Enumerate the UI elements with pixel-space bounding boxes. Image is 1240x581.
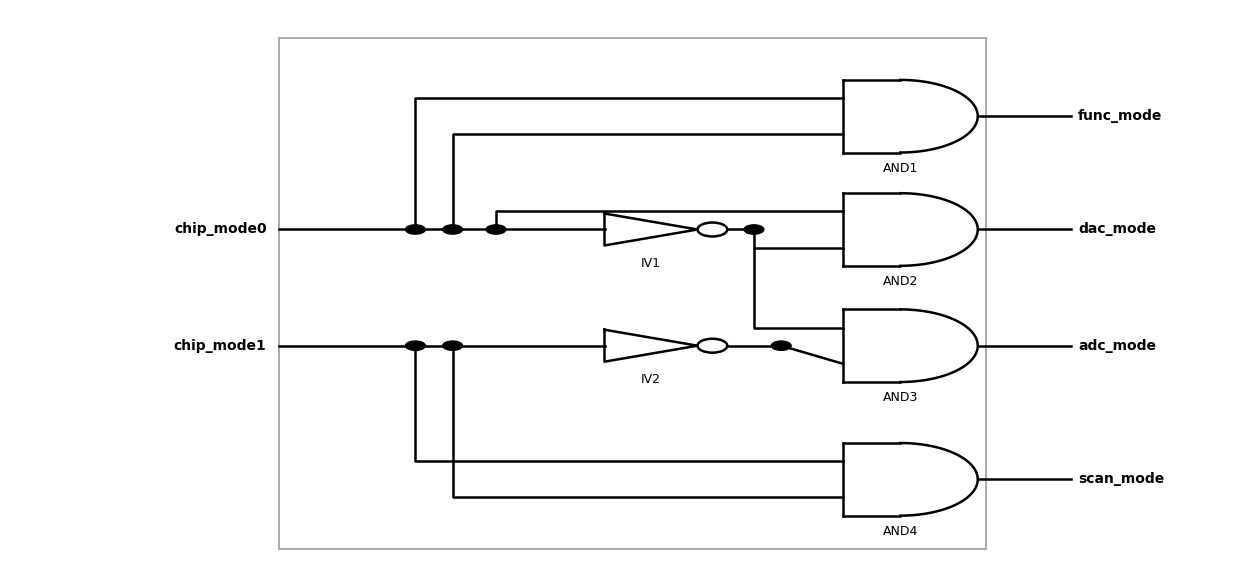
Circle shape bbox=[486, 225, 506, 234]
Text: dac_mode: dac_mode bbox=[1079, 223, 1156, 236]
Circle shape bbox=[405, 225, 425, 234]
Text: func_mode: func_mode bbox=[1079, 109, 1163, 123]
Circle shape bbox=[744, 225, 764, 234]
Text: chip_mode1: chip_mode1 bbox=[174, 339, 267, 353]
Text: chip_mode0: chip_mode0 bbox=[174, 223, 267, 236]
Text: scan_mode: scan_mode bbox=[1079, 472, 1164, 486]
Circle shape bbox=[771, 341, 791, 350]
Circle shape bbox=[443, 341, 463, 350]
Text: IV1: IV1 bbox=[641, 257, 661, 270]
Circle shape bbox=[405, 341, 425, 350]
Text: AND1: AND1 bbox=[883, 162, 918, 175]
Circle shape bbox=[443, 225, 463, 234]
Text: AND3: AND3 bbox=[883, 392, 918, 404]
Text: IV2: IV2 bbox=[641, 374, 661, 386]
Text: adc_mode: adc_mode bbox=[1079, 339, 1156, 353]
Text: AND2: AND2 bbox=[883, 275, 918, 288]
Text: AND4: AND4 bbox=[883, 525, 918, 538]
